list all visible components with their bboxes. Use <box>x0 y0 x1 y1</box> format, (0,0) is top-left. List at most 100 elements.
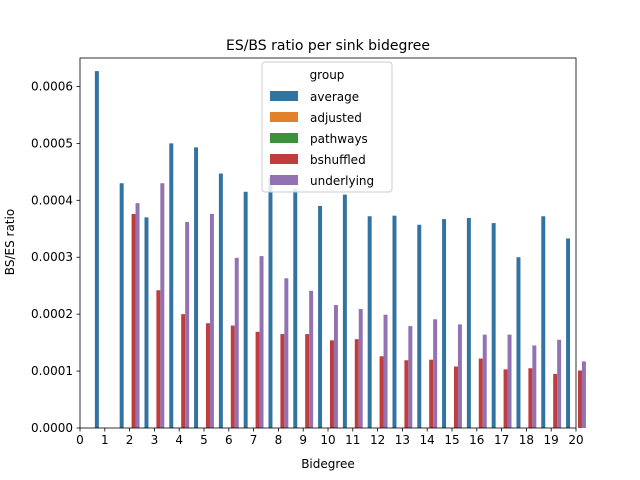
bar-bshuffled-14 <box>429 359 434 428</box>
bar-average-16 <box>466 217 471 428</box>
bar-bshuffled-18 <box>528 368 533 428</box>
x-tick-label: 19 <box>544 433 559 447</box>
bar-average-20 <box>566 238 571 428</box>
bar-underlying-7 <box>259 256 264 428</box>
y-tick-label: 0.0004 <box>31 193 73 207</box>
bar-average-7 <box>243 191 248 428</box>
x-tick-label: 5 <box>200 433 208 447</box>
legend-label-average: average <box>310 90 359 104</box>
y-tick-label: 0.0000 <box>31 421 73 435</box>
bar-underlying-18 <box>532 345 537 428</box>
legend-swatch-underlying <box>270 175 298 185</box>
bar-average-4 <box>169 143 174 428</box>
x-tick-label: 7 <box>250 433 258 447</box>
bar-underlying-13 <box>408 326 413 428</box>
bar-average-11 <box>342 194 347 428</box>
x-tick-label: 0 <box>76 433 84 447</box>
chart-title: ES/BS ratio per sink bidegree <box>226 38 430 54</box>
bar-average-14 <box>417 224 422 428</box>
legend: group average adjusted pathways bshuffled un… <box>261 61 393 193</box>
legend-label-pathways: pathways <box>310 132 368 146</box>
bar-bshuffled-6 <box>230 325 235 428</box>
x-tick-label: 11 <box>345 433 360 447</box>
x-tick-label: 9 <box>299 433 307 447</box>
legend-swatch-bshuffled <box>270 154 298 164</box>
bar-underlying-5 <box>209 213 214 428</box>
legend-swatch-average <box>270 91 298 101</box>
bar-underlying-3 <box>160 183 165 428</box>
bar-underlying-4 <box>185 221 190 428</box>
x-tick-label: 8 <box>275 433 283 447</box>
legend-label-bshuffled: bshuffled <box>310 153 366 167</box>
bar-underlying-14 <box>433 319 438 428</box>
x-axis-label: Bidegree <box>301 457 355 471</box>
bar-average-12 <box>367 216 372 428</box>
bar-average-18 <box>516 257 521 428</box>
bar-bshuffled-7 <box>255 331 260 428</box>
bar-average-5 <box>194 147 199 428</box>
plot-area: 0.0000 0.0001 0.0002 0.0003 0.0004 0.0005 0.00… <box>31 57 586 447</box>
bar-bshuffled-10 <box>329 340 334 428</box>
y-tick-label: 0.0001 <box>31 364 73 378</box>
legend-label-adjusted: adjusted <box>310 111 362 125</box>
y-tick-label: 0.0003 <box>31 250 73 264</box>
bar-average-15 <box>442 219 447 428</box>
bar-underlying-2 <box>135 203 140 428</box>
bar-average-9 <box>293 188 298 428</box>
x-tick-label: 20 <box>568 433 583 447</box>
bar-bshuffled-17 <box>503 369 508 428</box>
y-tick-label: 0.0005 <box>31 136 73 150</box>
bar-underlying-16 <box>482 334 487 428</box>
bar-underlying-19 <box>557 339 562 428</box>
bar-bshuffled-12 <box>379 356 384 428</box>
bar-bshuffled-5 <box>205 323 210 428</box>
bar-average-1 <box>94 71 99 428</box>
y-tick-label: 0.0002 <box>31 307 73 321</box>
bar-underlying-11 <box>358 309 363 428</box>
y-axis-label: BS/ES ratio <box>3 209 17 275</box>
bar-average-8 <box>268 177 273 428</box>
x-tick-label: 13 <box>395 433 410 447</box>
bar-underlying-15 <box>457 324 462 428</box>
x-tick-label: 14 <box>420 433 435 447</box>
x-tick-label: 15 <box>444 433 459 447</box>
bar-average-2 <box>119 183 124 428</box>
bar-average-6 <box>218 173 223 428</box>
bar-bshuffled-8 <box>280 334 285 428</box>
bar-bshuffled-3 <box>156 290 161 428</box>
bar-underlying-17 <box>507 334 512 428</box>
bar-underlying-12 <box>383 314 388 428</box>
bar-bshuffled-2 <box>131 213 136 428</box>
bar-bshuffled-16 <box>478 358 483 428</box>
x-tick-label: 4 <box>175 433 183 447</box>
bar-underlying-10 <box>333 305 338 428</box>
bar-underlying-8 <box>284 278 289 428</box>
bar-underlying-6 <box>234 257 239 428</box>
bar-underlying-9 <box>309 290 314 428</box>
bar-bshuffled-15 <box>453 366 458 428</box>
bar-bshuffled-13 <box>404 360 409 428</box>
bar-average-19 <box>541 216 546 428</box>
bar-bshuffled-4 <box>181 314 186 428</box>
x-tick-label: 1 <box>101 433 109 447</box>
bar-average-10 <box>318 206 323 428</box>
x-tick-label: 3 <box>151 433 159 447</box>
bar-average-3 <box>144 217 149 428</box>
bar-bshuffled-11 <box>354 339 359 428</box>
x-tick-label: 2 <box>126 433 134 447</box>
legend-label-underlying: underlying <box>310 174 374 188</box>
x-tick-label: 16 <box>469 433 484 447</box>
bar-bshuffled-19 <box>553 373 558 428</box>
x-tick-label: 6 <box>225 433 233 447</box>
legend-title: group <box>310 68 345 82</box>
bar-bshuffled-20 <box>577 370 582 428</box>
legend-swatch-pathways <box>270 133 298 143</box>
x-tick-label: 18 <box>519 433 534 447</box>
x-tick-label: 10 <box>320 433 335 447</box>
y-tick-label: 0.0006 <box>31 79 73 93</box>
x-tick-label: 12 <box>370 433 385 447</box>
x-tick-label: 17 <box>494 433 509 447</box>
bar-average-17 <box>491 223 496 428</box>
bar-average-13 <box>392 215 397 428</box>
